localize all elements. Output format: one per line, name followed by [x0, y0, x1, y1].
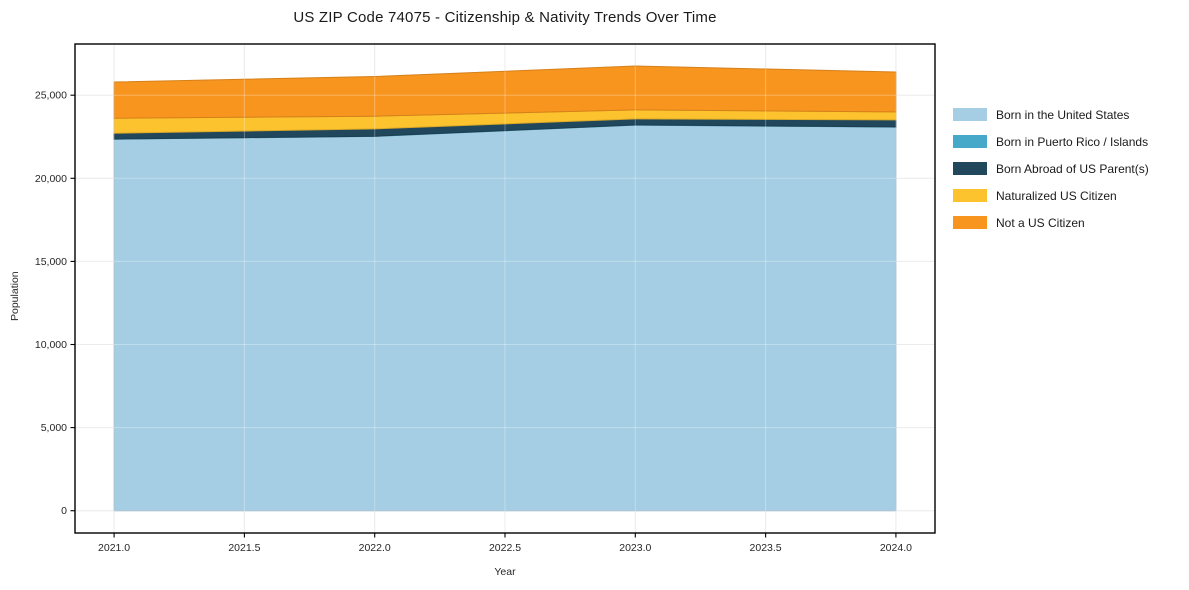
area-series [113, 65, 897, 119]
y-tick-label: 15,000 [35, 256, 67, 268]
legend-item-label: Born in the United States [996, 107, 1130, 122]
legend-swatch [953, 189, 987, 202]
legend-item: Naturalized US Citizen [953, 182, 1149, 209]
legend-item-label: Born in Puerto Rico / Islands [996, 134, 1149, 149]
legend-item-label: Born Abroad of US Parent(s) [996, 161, 1149, 176]
x-tick-label: 2023.0 [619, 542, 651, 554]
legend-item: Born in the United States [953, 101, 1149, 128]
y-tick-label: 20,000 [35, 173, 67, 185]
legend-swatch [953, 216, 987, 229]
legend-swatch [953, 135, 987, 148]
legend-item-label: Naturalized US Citizen [996, 188, 1117, 203]
x-tick-label: 2022.5 [489, 542, 521, 554]
x-tick-label: 2023.5 [750, 542, 782, 554]
chart-title: US ZIP Code 74075 - Citizenship & Nativi… [293, 9, 717, 26]
legend-item: Born in Puerto Rico / Islands [953, 128, 1149, 155]
y-axis-label: Population [9, 271, 21, 321]
x-tick-label: 2021.0 [98, 542, 130, 554]
x-tick-label: 2021.5 [228, 542, 260, 554]
legend-swatch [953, 162, 987, 175]
legend-swatch [953, 108, 987, 121]
y-tick-label: 0 [61, 505, 67, 517]
y-tick-label: 25,000 [35, 90, 67, 102]
y-tick-label: 5,000 [41, 422, 67, 434]
legend: Born in the United States Born in Puerto … [953, 101, 1149, 236]
legend-item-label: Not a US Citizen [996, 215, 1085, 230]
x-tick-label: 2022.0 [359, 542, 391, 554]
x-tick-label: 2024.0 [880, 542, 912, 554]
legend-item: Not a US Citizen [953, 209, 1149, 236]
y-tick-label: 10,000 [35, 339, 67, 351]
legend-item: Born Abroad of US Parent(s) [953, 155, 1149, 182]
x-axis-label: Year [494, 566, 516, 578]
